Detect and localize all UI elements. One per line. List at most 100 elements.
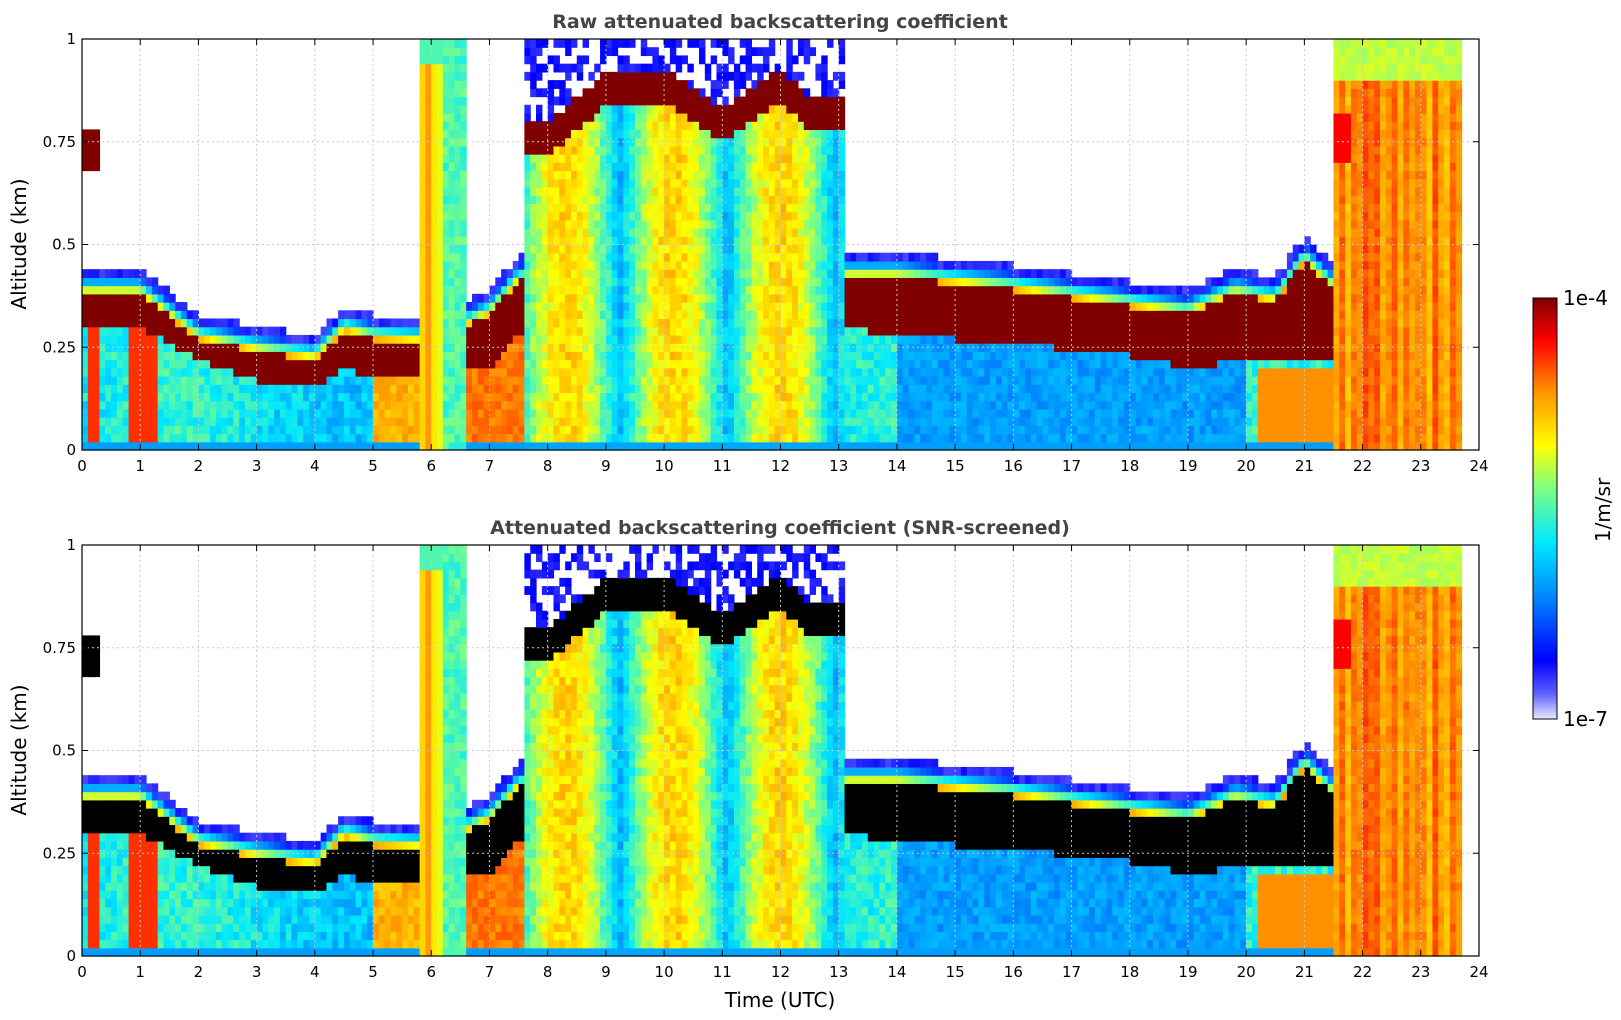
heatmap-cell	[151, 285, 159, 295]
heatmap-cell	[693, 367, 700, 377]
heatmap-cell	[93, 400, 101, 410]
heatmap-cell	[617, 359, 624, 369]
heatmap-cell	[640, 302, 648, 311]
heatmap-cell	[128, 277, 135, 287]
heatmap-cell	[506, 285, 514, 295]
heatmap-cell	[582, 277, 590, 287]
heatmap-cell	[634, 195, 642, 204]
heatmap-cell	[512, 400, 520, 410]
heatmap-cell	[413, 334, 421, 344]
heatmap-cell	[704, 351, 712, 361]
heatmap-cell	[227, 425, 234, 435]
heatmap-cell	[687, 244, 694, 254]
heatmap-cell	[442, 219, 450, 229]
heatmap-cell	[640, 417, 648, 426]
heatmap-cell	[82, 359, 89, 369]
heatmap-cell	[111, 343, 118, 352]
heatmap-cell	[786, 203, 793, 213]
heatmap-cell	[116, 269, 124, 278]
heatmap-cell	[553, 219, 560, 229]
heatmap-cell	[146, 343, 153, 352]
heatmap-cell	[198, 343, 205, 352]
heatmap-cell	[879, 310, 886, 320]
heatmap-cell	[885, 351, 892, 361]
heatmap-cell	[838, 384, 846, 394]
heatmap-cell	[640, 392, 648, 402]
heatmap-cell	[640, 195, 648, 204]
heatmap-cell	[332, 326, 339, 336]
heatmap-cell	[902, 384, 910, 394]
heatmap-cell	[600, 129, 607, 139]
heatmap-cell	[634, 334, 642, 344]
heatmap-cell	[821, 302, 828, 311]
heatmap-cell	[722, 186, 729, 196]
heatmap-cell	[565, 293, 572, 303]
heatmap-cell	[530, 228, 537, 237]
heatmap-cell	[722, 326, 729, 336]
heatmap-cell	[1007, 334, 1014, 344]
heatmap-cell	[134, 302, 141, 311]
heatmap-cell	[617, 162, 624, 172]
heatmap-cell	[489, 302, 496, 311]
heatmap-cell	[431, 334, 438, 344]
heatmap-cell	[838, 260, 846, 270]
heatmap-cell	[704, 384, 712, 394]
heatmap-cell	[146, 425, 153, 435]
heatmap-cell	[774, 285, 782, 295]
heatmap-cell	[128, 408, 135, 418]
heatmap-cell	[413, 384, 421, 394]
heatmap-cell	[460, 252, 467, 262]
heatmap-cell	[582, 96, 590, 106]
heatmap-cell	[309, 351, 316, 361]
heatmap-cell	[448, 392, 456, 402]
heatmap-cell	[797, 425, 805, 435]
heatmap-cell	[466, 425, 473, 435]
heatmap-cell	[629, 129, 636, 139]
heatmap-cell	[460, 351, 467, 361]
heatmap-cell	[454, 269, 461, 278]
heatmap-cell	[547, 376, 555, 385]
heatmap-cell	[396, 376, 403, 385]
heatmap-cell	[786, 408, 793, 418]
heatmap-cell	[733, 154, 741, 163]
heatmap-cell	[972, 441, 980, 451]
heatmap-cell	[227, 408, 234, 418]
heatmap-cell	[914, 408, 921, 418]
heatmap-cell	[448, 211, 456, 221]
heatmap-cell	[733, 351, 741, 361]
heatmap-cell	[646, 343, 654, 352]
heatmap-cell	[937, 285, 945, 295]
heatmap-cell	[361, 318, 368, 328]
heatmap-cell	[739, 178, 747, 188]
heatmap-cell	[594, 400, 601, 410]
heatmap-cell	[559, 88, 566, 98]
heatmap-cell	[792, 203, 799, 213]
heatmap-cell	[786, 137, 793, 147]
heatmap-cell	[297, 400, 304, 410]
heatmap-cell	[896, 417, 904, 426]
heatmap-cell	[1019, 334, 1026, 344]
heatmap-cell	[821, 269, 828, 278]
heatmap-cell	[634, 302, 642, 311]
heatmap-cell	[786, 351, 793, 361]
heatmap-cell	[460, 71, 467, 81]
heatmap-cell	[739, 359, 747, 369]
heatmap-cell	[378, 408, 386, 418]
heatmap-cell	[728, 318, 735, 328]
heatmap-cell	[600, 252, 607, 262]
heatmap-cell	[111, 441, 118, 451]
heatmap-cell	[570, 293, 578, 303]
heatmap-cell	[763, 318, 770, 328]
heatmap-cell	[960, 425, 968, 435]
heatmap-cell	[442, 351, 450, 361]
heatmap-cell	[681, 400, 688, 410]
heatmap-cell	[873, 260, 881, 270]
heatmap-cell	[920, 392, 927, 402]
heatmap-cell	[431, 244, 438, 254]
heatmap-cell	[745, 178, 752, 188]
heatmap-cell	[658, 326, 665, 336]
heatmap-cell	[960, 318, 968, 328]
heatmap-cell	[669, 277, 677, 287]
heatmap-cell	[821, 310, 828, 320]
heatmap-cell	[838, 186, 846, 196]
